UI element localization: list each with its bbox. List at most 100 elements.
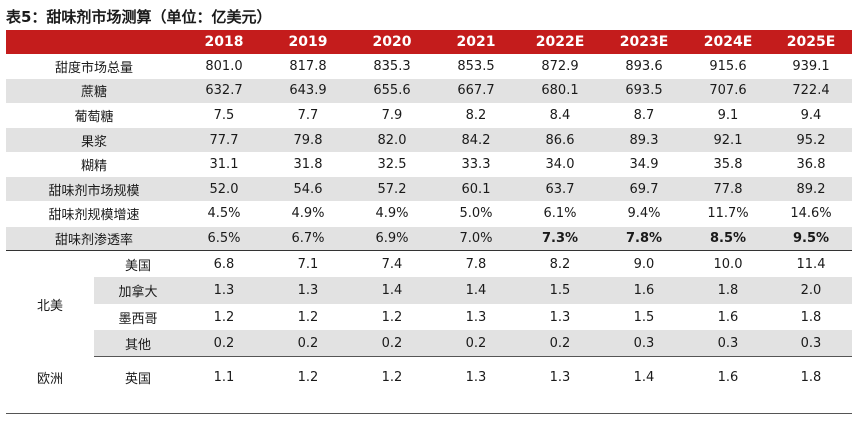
table-cell: 0.2: [518, 330, 602, 358]
table-cell-highlight: 7.3%: [518, 226, 602, 252]
table-cell: 86.6: [518, 127, 602, 153]
table-cell: 89.3: [602, 127, 686, 153]
table-title: 表5：甜味剂市场测算（单位：亿美元）: [6, 8, 272, 26]
row-label: 甜味剂规模增速: [6, 201, 182, 227]
header-row: 2018 2019 2020 2021 2022E 2023E 2024E 20…: [6, 30, 852, 54]
table-cell: 6.1%: [518, 201, 602, 227]
row-label: 果浆: [6, 127, 182, 153]
table-cell: 1.5: [518, 277, 602, 304]
table-cell: 939.1: [770, 54, 852, 80]
table-cell: 4.9%: [266, 201, 350, 227]
table-cell: 77.8: [686, 176, 770, 203]
row-label: 糊精: [6, 152, 182, 178]
table-cell: 1.3: [549, 309, 571, 325]
table-cell: 1.2: [297, 369, 319, 385]
table-cell: 4.5%: [182, 201, 266, 227]
column-header: 2022E: [518, 30, 602, 54]
table-row: 其他 0.2 0.2 0.2 0.2 0.2 0.3 0.3 0.3: [6, 330, 852, 358]
table-cell: 11.4: [796, 256, 826, 272]
table-cell: 1.3: [182, 277, 266, 304]
table-cell: 34.0: [518, 152, 602, 178]
region-label: 北美: [6, 250, 94, 357]
table-row: 北美 美国 6.8 7.1 7.4 7.8 8.2 9.0 10.0 11.4: [6, 250, 852, 357]
table-cell: 33.3: [434, 152, 518, 178]
table-cell: 1.4: [633, 369, 655, 385]
table-cell: 95.2: [770, 127, 852, 153]
table-cell: 82.0: [350, 127, 434, 153]
table-row: 蔗糖 632.7 643.9 655.6 667.7 680.1 693.5 7…: [6, 78, 852, 104]
table-cell: 89.2: [770, 176, 852, 203]
column-header: 2021: [434, 30, 518, 54]
table-cell: 0.2: [182, 330, 266, 358]
table-cell: 632.7: [182, 78, 266, 104]
country-label: 其他: [94, 330, 182, 358]
table-cell: 10.0: [713, 256, 743, 272]
table-cell: 0.2: [434, 330, 518, 358]
row-label: 蔗糖: [6, 78, 182, 104]
region-label: 欧洲: [6, 356, 94, 398]
table-row: 甜味剂规模增速 4.5% 4.9% 4.9% 5.0% 6.1% 9.4% 11…: [6, 201, 852, 227]
table-cell: 1.4: [434, 277, 518, 304]
table-cell: 1.6: [717, 309, 739, 325]
table-cell: 8.7: [602, 103, 686, 129]
table-cell: 667.7: [434, 78, 518, 104]
table-cell: 1.2: [381, 369, 403, 385]
table-cell: 69.7: [602, 176, 686, 203]
table-cell-highlight: 7.8%: [602, 226, 686, 252]
table-cell: 60.1: [434, 176, 518, 203]
table-cell: 5.0%: [434, 201, 518, 227]
row-label: 葡萄糖: [6, 103, 182, 129]
column-header: 2025E: [770, 30, 852, 54]
table-cell: 1.8: [800, 369, 822, 385]
table-cell: 643.9: [266, 78, 350, 104]
table-cell: 853.5: [434, 54, 518, 80]
table-cell: 63.7: [518, 176, 602, 203]
table-cell: 722.4: [770, 78, 852, 104]
table-cell: 84.2: [434, 127, 518, 153]
table-bottom-rule: [6, 413, 852, 414]
table-cell: 1.3: [465, 369, 487, 385]
table-cell: 32.5: [350, 152, 434, 178]
country-label: 美国: [124, 258, 151, 274]
table-cell: 693.5: [602, 78, 686, 104]
table-cell: 9.4: [770, 103, 852, 129]
table-cell: 707.6: [686, 78, 770, 104]
table-cell: 6.5%: [182, 226, 266, 252]
table-cell: 1.2: [213, 309, 235, 325]
table-cell-highlight: 9.5%: [770, 226, 852, 252]
table-cell: 8.2: [549, 256, 571, 272]
table-row: 欧洲 英国 1.1 1.2 1.2 1.3 1.3 1.4 1.6 1.8: [6, 356, 852, 398]
table-cell: 1.8: [800, 309, 822, 325]
table-cell: 6.9%: [350, 226, 434, 252]
table-cell: 7.5: [182, 103, 266, 129]
table-cell: 1.8: [686, 277, 770, 304]
table-cell: 7.0%: [434, 226, 518, 252]
table-cell: 52.0: [182, 176, 266, 203]
row-label: 甜味剂市场规模: [6, 176, 182, 203]
table-cell: 2.0: [770, 277, 852, 304]
table-cell: 7.8: [465, 256, 487, 272]
table-cell: 655.6: [350, 78, 434, 104]
table-cell: 801.0: [182, 54, 266, 80]
header-corner: [6, 30, 182, 54]
table-cell: 6.7%: [266, 226, 350, 252]
table-cell: 817.8: [266, 54, 350, 80]
column-header: 2019: [266, 30, 350, 54]
table-cell: 14.6%: [770, 201, 852, 227]
table-cell: 8.2: [434, 103, 518, 129]
table-cell: 9.0: [633, 256, 655, 272]
table-cell: 1.5: [633, 309, 655, 325]
table-cell: 893.6: [602, 54, 686, 80]
table-cell: 9.1: [686, 103, 770, 129]
table-cell: 1.2: [381, 309, 403, 325]
table-cell: 7.4: [381, 256, 403, 272]
table-row: 果浆 77.7 79.8 82.0 84.2 86.6 89.3 92.1 95…: [6, 127, 852, 153]
table-cell: 34.9: [602, 152, 686, 178]
table-cell: 7.7: [266, 103, 350, 129]
table-cell: 4.9%: [350, 201, 434, 227]
table-cell: 31.1: [182, 152, 266, 178]
table-cell: 92.1: [686, 127, 770, 153]
table-row: 加拿大 1.3 1.3 1.4 1.4 1.5 1.6 1.8 2.0: [6, 277, 852, 304]
column-header: 2020: [350, 30, 434, 54]
table-row: 葡萄糖 7.5 7.7 7.9 8.2 8.4 8.7 9.1 9.4: [6, 103, 852, 129]
